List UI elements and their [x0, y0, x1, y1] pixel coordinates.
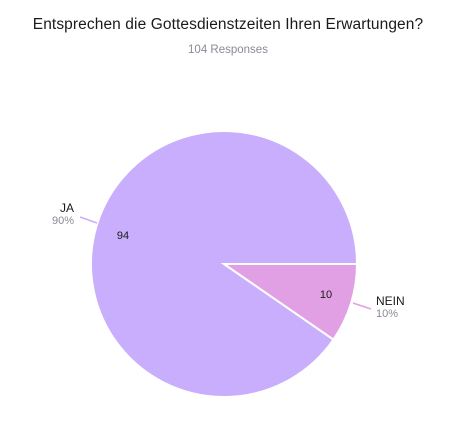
slice-label-nein: NEIN	[376, 294, 405, 308]
slice-percent-ja: 90%	[52, 215, 74, 227]
slice-value-ja: 94	[117, 230, 129, 242]
slice-value-nein: 10	[320, 289, 332, 301]
slice-label-ja: JA	[60, 201, 74, 215]
response-count: 104 Responses	[188, 44, 268, 56]
pie-slice-nein	[220, 263, 359, 341]
leader-line-ja	[79, 216, 98, 224]
slice-percent-nein: 10%	[376, 308, 398, 320]
chart-title: Entsprechen die Gottesdienstzeiten Ihren…	[32, 16, 424, 33]
leader-line-nein	[352, 302, 372, 310]
